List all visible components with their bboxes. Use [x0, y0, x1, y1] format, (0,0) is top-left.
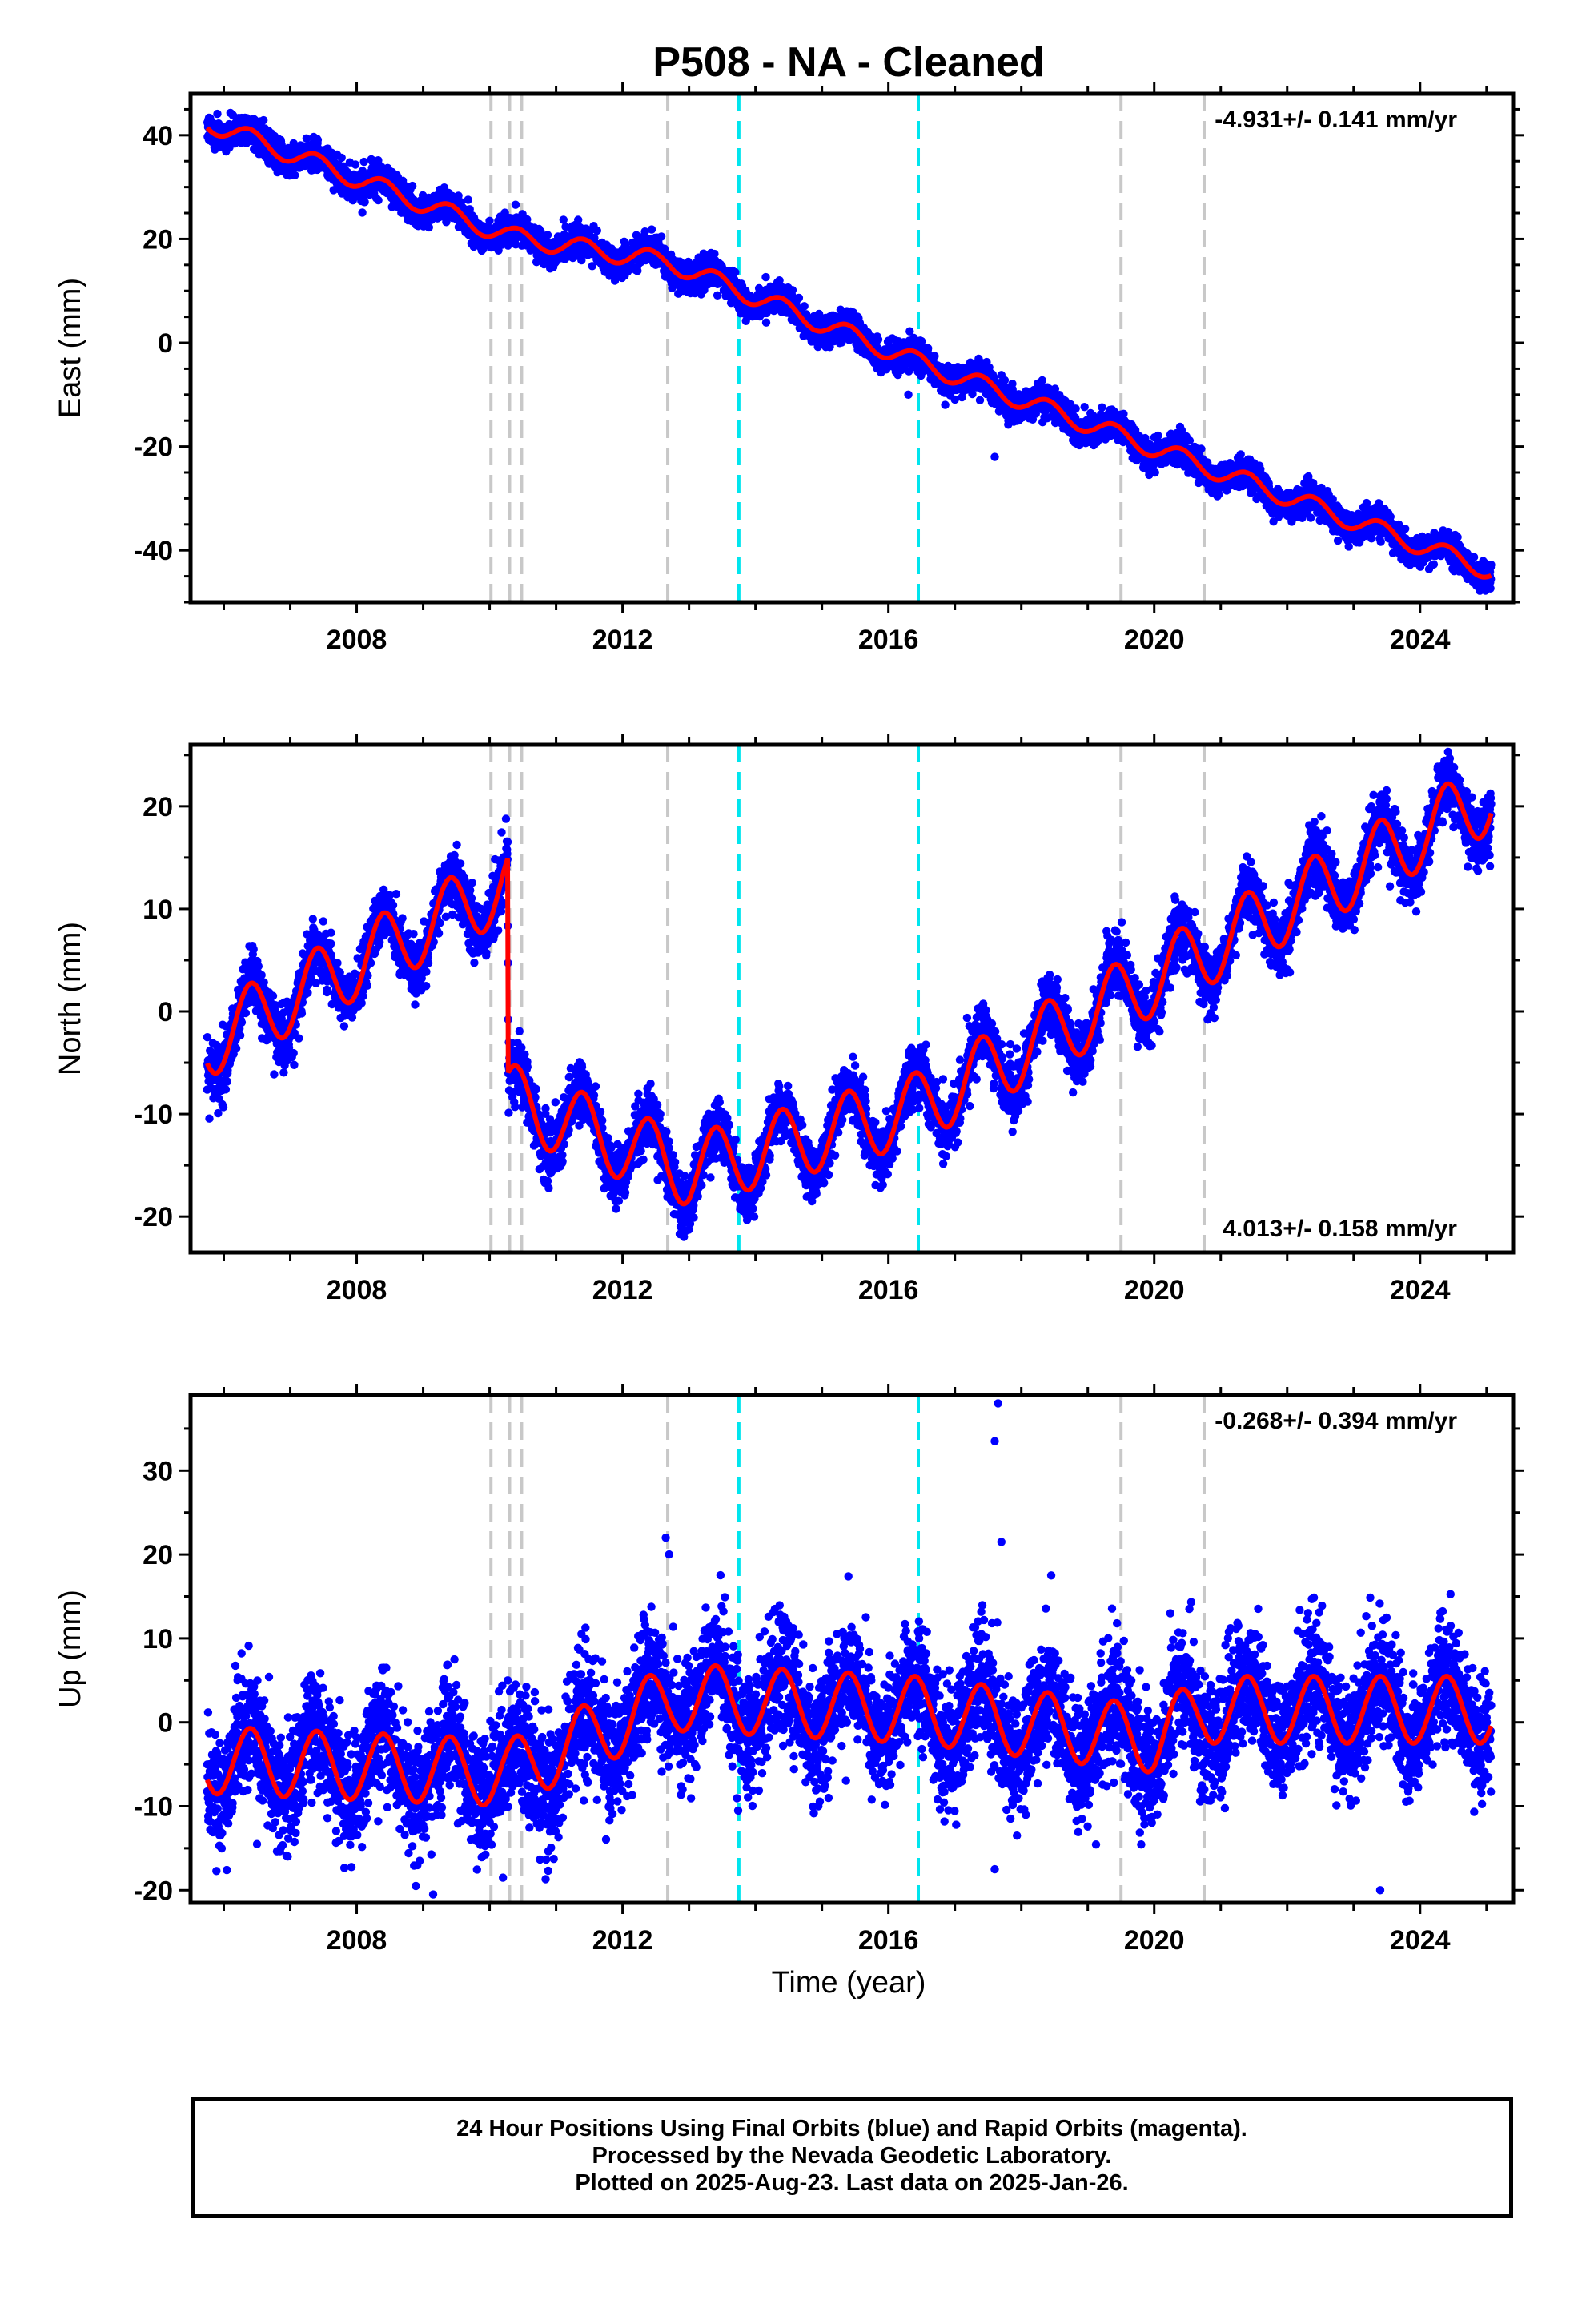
- observation-point: [656, 232, 666, 241]
- observation-point: [640, 227, 649, 236]
- observation-point: [731, 267, 740, 277]
- observation-point: [761, 318, 771, 327]
- observation-point: [975, 396, 985, 404]
- observation-point: [800, 302, 809, 311]
- observation-point: [588, 262, 596, 271]
- observation-point: [454, 191, 463, 200]
- observation-point: [1000, 376, 1010, 384]
- observation-point: [277, 140, 286, 150]
- observation-point: [592, 226, 601, 235]
- observation-point: [633, 267, 642, 275]
- observation-point: [710, 249, 719, 259]
- observation-point: [577, 255, 586, 265]
- observation-point: [337, 153, 346, 163]
- observation-point: [794, 293, 804, 303]
- chart-title: P508 - NA - Cleaned: [652, 39, 1044, 86]
- observation-point: [543, 231, 552, 239]
- observation-point: [485, 216, 494, 225]
- observation-point: [950, 395, 959, 404]
- observation-point: [359, 157, 368, 167]
- observation-point: [465, 205, 474, 214]
- observation-point: [511, 200, 520, 209]
- observation-point: [1098, 403, 1106, 412]
- observation-point: [360, 198, 369, 207]
- observation-point: [713, 291, 722, 300]
- observation-point: [313, 135, 323, 144]
- observation-point: [647, 225, 656, 234]
- observation-point: [941, 400, 950, 409]
- observation-point: [213, 109, 222, 119]
- observation-point: [358, 208, 367, 217]
- observation-point: [259, 115, 268, 125]
- observation-point: [374, 195, 383, 205]
- observation-point: [574, 215, 583, 224]
- observation-point: [788, 286, 797, 295]
- observation-point: [464, 195, 472, 204]
- east-observations: [203, 108, 1496, 595]
- observation-point: [291, 171, 299, 179]
- observation-point: [559, 215, 568, 224]
- observation-point: [351, 160, 360, 169]
- observation-point: [424, 223, 433, 232]
- observation-point: [873, 335, 883, 344]
- observation-point: [1080, 403, 1089, 412]
- observation-point: [761, 272, 770, 282]
- observation-point: [1071, 404, 1080, 413]
- observation-point: [1038, 376, 1047, 385]
- observation-point: [699, 249, 708, 258]
- observation-point: [408, 181, 417, 191]
- observation-point: [930, 352, 939, 360]
- observation-point: [302, 134, 311, 143]
